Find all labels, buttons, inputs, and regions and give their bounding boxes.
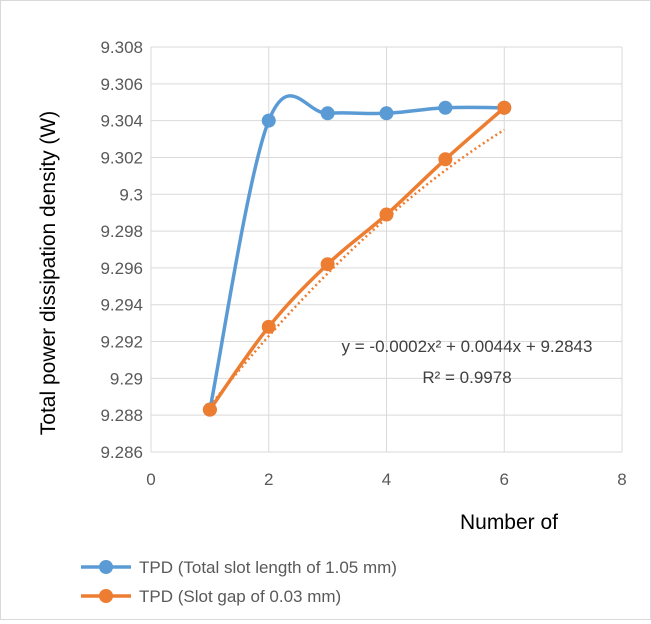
series-2-point <box>320 257 335 272</box>
y-tick-label: 9.298 <box>100 222 143 241</box>
legend-item-1: TPD (Total slot length of 1.05 mm) <box>81 558 397 577</box>
y-tick-label: 9.302 <box>100 148 143 167</box>
series-1-point <box>379 106 394 121</box>
legend-label-1: TPD (Total slot length of 1.05 mm) <box>139 558 397 577</box>
y-tick-label: 9.286 <box>100 443 143 462</box>
y-tick-label: 9.294 <box>100 296 143 315</box>
trendline-group <box>208 128 505 407</box>
x-tick-label: 2 <box>264 470 273 489</box>
x-axis-label: Number of <box>460 511 558 534</box>
y-tick-label: 9.3 <box>119 185 143 204</box>
series-2-point <box>261 319 276 334</box>
x-axis-ticks: 0 2 4 6 8 <box>146 470 626 489</box>
x-tick-label: 4 <box>382 470 391 489</box>
trendline-equation: y = -0.0002x² + 0.0044x + 9.2843 <box>342 337 593 356</box>
legend-label-2: TPD (Slot gap of 0.03 mm) <box>139 587 341 606</box>
y-tick-label: 9.308 <box>100 38 143 57</box>
y-tick-label: 9.288 <box>100 406 143 425</box>
series-1-line <box>208 94 505 411</box>
series-2-point <box>202 402 217 417</box>
x-tick-label: 0 <box>146 470 155 489</box>
trendline <box>208 128 505 407</box>
series-1-point <box>438 100 453 115</box>
series-2-point <box>438 152 453 167</box>
legend-item-2: TPD (Slot gap of 0.03 mm) <box>81 587 341 606</box>
y-tick-label: 9.292 <box>100 333 143 352</box>
series-2-point <box>497 100 512 115</box>
y-tick-label: 9.304 <box>100 112 143 131</box>
gridlines <box>150 46 623 453</box>
series-2-line <box>208 106 506 411</box>
series-1-point <box>261 113 276 128</box>
y-axis-ticks: 9.286 9.288 9.29 9.292 9.294 9.296 9.298 9.3 9.3… <box>100 38 143 462</box>
y-tick-label: 9.296 <box>100 259 143 278</box>
y-axis-label: Total power dissipation density (W) <box>37 111 60 435</box>
trendline-r-squared: R² = 0.9978 <box>422 368 511 387</box>
x-tick-label: 8 <box>617 470 626 489</box>
y-tick-label: 9.306 <box>100 75 143 94</box>
legend: TPD (Total slot length of 1.05 mm) TPD (… <box>81 558 397 606</box>
series-group <box>202 94 512 417</box>
series-2-point <box>379 207 394 222</box>
x-tick-label: 6 <box>500 470 509 489</box>
series-1-point <box>320 106 335 121</box>
y-tick-label: 9.29 <box>110 369 143 388</box>
